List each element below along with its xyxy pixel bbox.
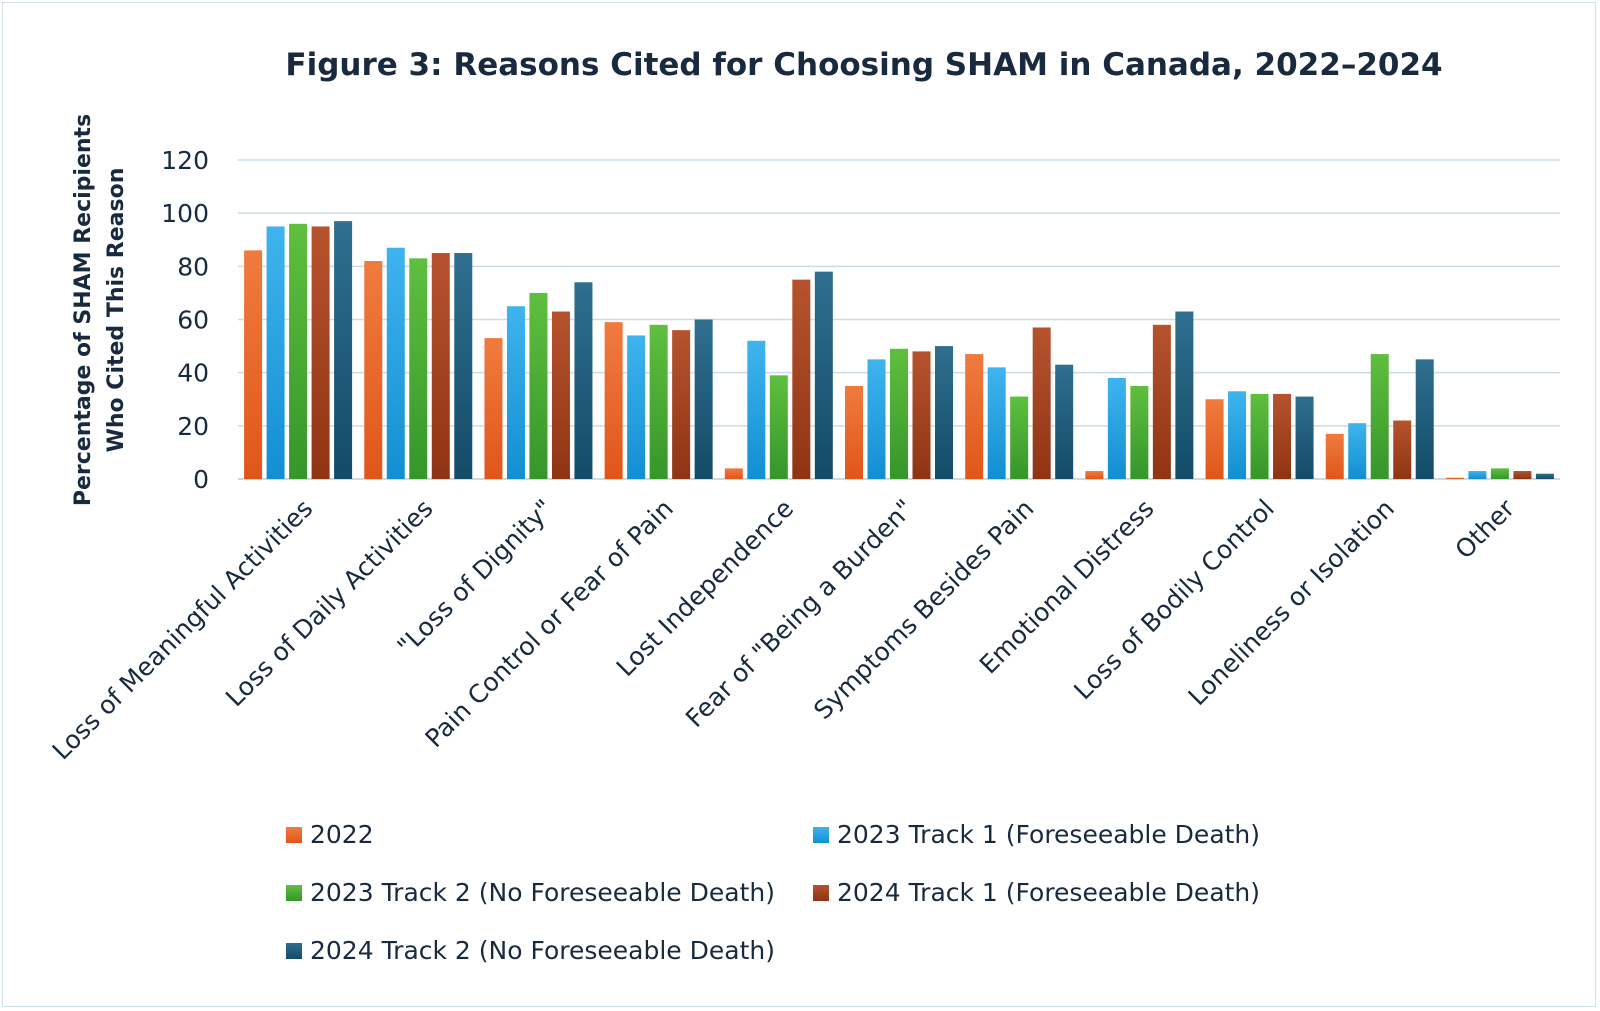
bar (364, 261, 383, 479)
bar (1535, 473, 1554, 479)
bar (769, 375, 788, 479)
legend-swatch (813, 885, 829, 901)
bar (1205, 399, 1224, 479)
bar (1445, 477, 1464, 479)
legend-item: 2022 (286, 820, 374, 849)
bar (672, 330, 691, 479)
bar (1468, 471, 1487, 479)
y-axis-label: Percentage of SHAM Recipients Who Cited … (71, 114, 129, 506)
bars (244, 221, 1554, 479)
bar (1325, 433, 1344, 479)
bar (792, 279, 811, 479)
bar (1085, 471, 1104, 479)
bar (912, 351, 931, 479)
bar (814, 271, 833, 479)
y-axis-label-line-2: Who Cited This Reason (104, 168, 129, 453)
legend: 2022 2023 Track 1 (Foreseeable Death) 2023… (286, 820, 1260, 965)
legend-item: 2023 Track 1 (Foreseeable Death) (813, 820, 1260, 849)
bar (289, 223, 308, 479)
legend-label: 2023 Track 2 (No Foreseeable Death) (310, 878, 775, 907)
bar (1513, 471, 1532, 479)
bar (965, 354, 984, 479)
legend-swatch (286, 827, 302, 843)
bar (529, 292, 548, 479)
bar (1175, 311, 1194, 479)
bar (1107, 377, 1126, 479)
bar (454, 253, 473, 479)
x-category-label: Other (1449, 493, 1520, 564)
legend-swatch (813, 827, 829, 843)
bar (334, 221, 353, 479)
chart-title: Figure 3: Reasons Cited for Choosing SHA… (285, 47, 1442, 83)
bar (386, 247, 405, 479)
y-tick-label: 40 (177, 359, 209, 388)
bar (266, 226, 285, 479)
y-tick-label: 0 (193, 465, 209, 494)
bar (1490, 468, 1509, 479)
bar (845, 385, 863, 479)
x-category-label: Loss of Meaningful Activities (47, 494, 319, 766)
bar (604, 322, 623, 479)
legend-item: 2023 Track 2 (No Foreseeable Death) (286, 878, 775, 907)
bar (1393, 420, 1412, 479)
x-category-label: Fear of "Being a Burden" (680, 494, 919, 733)
x-category-label: Loss of Daily Activities (220, 494, 439, 713)
y-tick-label: 120 (161, 146, 209, 175)
x-category-label: Loss of Bodily Control (1068, 494, 1280, 706)
bar (311, 226, 330, 479)
legend-swatch (286, 885, 302, 901)
bar (649, 324, 668, 479)
bar (244, 250, 263, 479)
x-category-label: Symptoms Besides Pain (808, 494, 1039, 725)
bar (1130, 385, 1149, 479)
bar (1295, 396, 1314, 479)
legend-item: 2024 Track 1 (Foreseeable Death) (813, 878, 1260, 907)
bar (1415, 359, 1434, 479)
bar (935, 346, 953, 479)
y-tick-label: 100 (161, 199, 209, 228)
y-axis-ticks: 0 20 40 60 80 100 120 (161, 146, 209, 494)
y-axis-label-line-1: Percentage of SHAM Recipients (71, 114, 96, 506)
bar (431, 253, 450, 479)
legend-item: 2024 Track 2 (No Foreseeable Death) (286, 936, 775, 965)
bar (484, 338, 503, 479)
bar (1010, 396, 1029, 479)
y-tick-label: 80 (177, 252, 209, 281)
x-category-label: Pain Control or Fear of Pain (419, 494, 678, 753)
bar (574, 282, 593, 479)
legend-label: 2024 Track 2 (No Foreseeable Death) (310, 936, 775, 965)
bar (1228, 391, 1247, 479)
bar (627, 335, 646, 479)
legend-swatch (286, 943, 302, 959)
legend-label: 2024 Track 1 (Foreseeable Death) (837, 878, 1260, 907)
bar (1250, 393, 1269, 479)
bar (747, 340, 766, 479)
bar (1348, 423, 1367, 479)
bar (987, 367, 1006, 479)
bar (1152, 324, 1171, 479)
y-tick-label: 60 (177, 306, 209, 335)
bar (1370, 354, 1389, 479)
legend-label: 2023 Track 1 (Foreseeable Death) (837, 820, 1260, 849)
bar (409, 258, 428, 479)
bar (551, 311, 570, 479)
bar (890, 348, 908, 479)
bar (724, 468, 743, 479)
bar (506, 306, 525, 479)
x-category-label: Loneliness or Isolation (1183, 494, 1400, 711)
bar (694, 319, 713, 479)
bar (1273, 393, 1292, 479)
bar (867, 359, 886, 479)
legend-label: 2022 (310, 820, 374, 849)
bar (1055, 364, 1074, 479)
y-tick-label: 20 (177, 412, 209, 441)
bar (1032, 327, 1051, 479)
